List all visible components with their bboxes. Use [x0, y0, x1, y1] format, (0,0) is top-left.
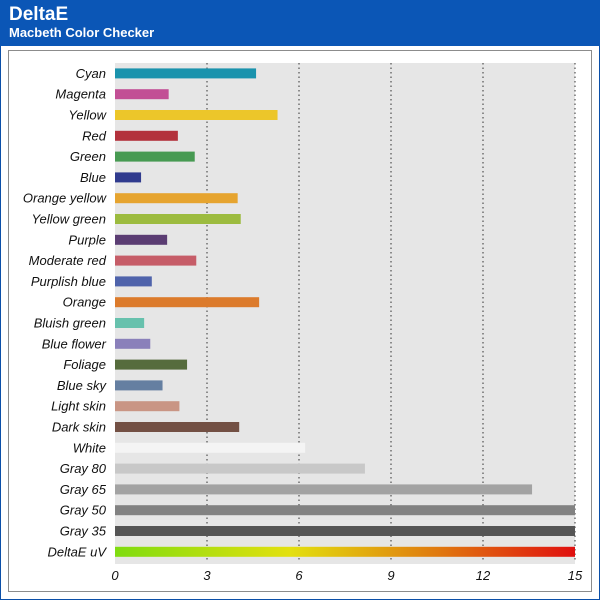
bar-magenta	[115, 89, 169, 100]
bar-blue-sky	[115, 380, 163, 391]
category-label-blue-flower: Blue flower	[42, 336, 107, 351]
bar-orange-yellow	[115, 193, 238, 204]
bar-purplish-blue	[115, 276, 152, 287]
bar-gray-80	[115, 463, 365, 474]
bar-red	[115, 130, 178, 141]
tick-label-3: 3	[203, 568, 211, 583]
header-bar: DeltaE Macbeth Color Checker	[0, 0, 600, 46]
category-label-cyan: Cyan	[76, 66, 106, 81]
category-label-yellow-green: Yellow green	[32, 212, 106, 227]
category-label-orange: Orange	[63, 295, 106, 310]
category-label-gray-35: Gray 35	[60, 524, 107, 539]
category-label-deltae-uv: DeltaE uV	[47, 544, 107, 559]
chart-title: DeltaE	[9, 4, 69, 25]
bar-blue-flower	[115, 338, 151, 349]
tick-label-9: 9	[387, 568, 394, 583]
bar-deltae-uv	[115, 546, 575, 557]
bar-foliage	[115, 359, 188, 370]
bar-orange	[115, 297, 260, 308]
bar-blue	[115, 172, 142, 183]
bar-dark-skin	[115, 422, 240, 432]
category-label-orange-yellow: Orange yellow	[23, 191, 108, 206]
bar-moderate-red	[115, 255, 197, 266]
category-label-moderate-red: Moderate red	[29, 253, 107, 268]
category-label-light-skin: Light skin	[51, 399, 106, 414]
tick-label-6: 6	[295, 568, 303, 583]
category-label-gray-65: Gray 65	[60, 482, 107, 497]
category-label-dark-skin: Dark skin	[52, 420, 106, 435]
category-label-purple: Purple	[68, 232, 106, 247]
category-label-yellow: Yellow	[68, 108, 107, 123]
category-label-gray-50: Gray 50	[60, 503, 107, 518]
category-label-purplish-blue: Purplish blue	[31, 274, 106, 289]
bar-gray-35	[115, 526, 575, 536]
tick-label-15: 15	[568, 568, 583, 583]
bar-white	[115, 442, 306, 453]
tick-label-0: 0	[111, 568, 119, 583]
bar-green	[115, 151, 195, 162]
bar-cyan	[115, 68, 257, 79]
tick-labels: 0 3 6 9 12 15	[111, 568, 583, 583]
category-label-foliage: Foliage	[63, 357, 106, 372]
bar-yellow	[115, 110, 278, 120]
category-labels: Cyan Magenta Yellow Red Green Blue Orange yell…	[23, 66, 108, 559]
plot-background	[115, 63, 575, 564]
category-label-red: Red	[82, 128, 107, 143]
bar-gray-50	[115, 505, 575, 516]
category-label-blue: Blue	[80, 170, 106, 185]
chart-subtitle: Macbeth Color Checker	[9, 25, 155, 40]
category-label-bluish-green: Bluish green	[34, 316, 106, 331]
bars	[115, 68, 575, 557]
category-label-magenta: Magenta	[55, 87, 106, 102]
category-label-blue-sky: Blue sky	[57, 378, 108, 393]
bar-yellow-green	[115, 214, 241, 224]
category-label-white: White	[73, 440, 106, 455]
category-label-gray-80: Gray 80	[60, 461, 107, 476]
bar-bluish-green	[115, 318, 145, 328]
tick-label-12: 12	[476, 568, 491, 583]
bar-gray-65	[115, 484, 533, 495]
bar-purple	[115, 234, 168, 245]
bar-light-skin	[115, 401, 180, 412]
category-label-green: Green	[70, 149, 106, 164]
